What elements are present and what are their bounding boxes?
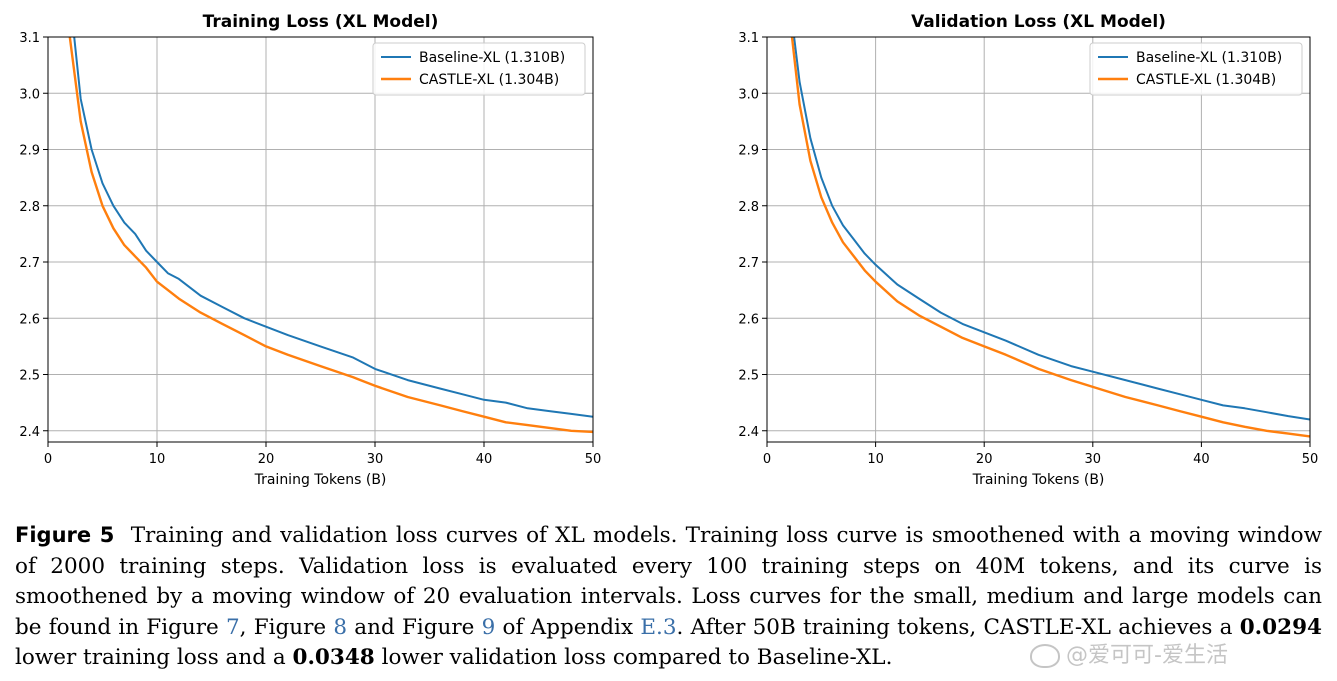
legend-box <box>1089 42 1303 96</box>
y-tick-label: 3.0 <box>738 87 759 102</box>
y-tick-label: 2.6 <box>19 312 40 327</box>
series-line-1 <box>68 37 593 434</box>
y-tick-label: 2.5 <box>19 369 40 384</box>
series-line-0 <box>73 37 593 418</box>
x-tick-label: 10 <box>867 452 884 467</box>
caption-sep-3: of Appendix <box>495 614 641 640</box>
x-tick-label: 20 <box>976 452 993 467</box>
caption-text-3: lower training loss and a <box>15 645 293 670</box>
training-loss-chart: 0 10 20 30 40 50 2.4 2.5 2.6 2.7 2.8 2.9 3.0 3.1 Train… <box>19 12 601 488</box>
caption-bold-training-delta: 0.0294 <box>1239 614 1323 640</box>
legend-label-0: Baseline-XL (1.310B) <box>419 50 565 66</box>
x-tick-label: 50 <box>585 452 602 467</box>
y-tick-label: 3.1 <box>738 31 759 46</box>
x-axis-label: Training Tokens (B) <box>972 472 1105 488</box>
caption-ref-fig7-prefix: Figure <box>146 614 226 640</box>
y-tick-label: 2.4 <box>738 425 759 440</box>
figure-caption: Figure 5 Training and validation loss cu… <box>15 520 1322 674</box>
validation-loss-chart: 0 10 20 30 40 50 2.4 2.5 2.6 2.7 2.8 2.9 3.0 3.1 Valid… <box>738 12 1318 488</box>
legend-label-0: Baseline-XL (1.310B) <box>1136 50 1282 66</box>
x-axis-label: Training Tokens (B) <box>254 472 387 488</box>
x-tick-label: 40 <box>476 452 493 467</box>
ref-figure-8-link[interactable]: 8 <box>333 614 348 640</box>
y-tick-label: 2.9 <box>19 144 40 159</box>
x-tick-label: 50 <box>1302 452 1319 467</box>
legend-label-1: CASTLE-XL (1.304B) <box>1136 72 1276 88</box>
y-tick-label: 2.7 <box>738 256 759 271</box>
caption-text-2: . After 50B training tokens, CASTLE-XL a… <box>676 614 1240 640</box>
caption-bold-validation-delta: 0.0348 <box>292 645 375 670</box>
plot-frame <box>766 36 1311 443</box>
y-tick-label: 2.6 <box>738 312 759 327</box>
y-tick-label: 2.4 <box>19 425 40 440</box>
caption-text-1: Training and validation loss curves of X… <box>15 523 1322 640</box>
chart-title: Training Loss (XL Model) <box>203 12 439 32</box>
y-tick-label: 2.5 <box>738 369 759 384</box>
x-tick-label: 30 <box>1085 452 1102 467</box>
chart-title: Validation Loss (XL Model) <box>911 12 1166 32</box>
ref-figure-7-link[interactable]: 7 <box>225 614 240 640</box>
series-line-0 <box>793 37 1310 421</box>
x-tick-label: 20 <box>258 452 275 467</box>
ref-figure-9-link[interactable]: 9 <box>481 614 496 640</box>
caption-text-4: lower validation loss compared to Baseli… <box>374 645 893 670</box>
y-tick-label: 2.8 <box>738 200 759 215</box>
charts-canvas: 0 10 20 30 40 50 2.4 2.5 2.6 2.7 2.8 2.9 3.0 3.1 Train… <box>19 12 1318 488</box>
legend-label-1: CASTLE-XL (1.304B) <box>419 72 559 88</box>
legend-box <box>372 42 586 96</box>
x-tick-label: 10 <box>149 452 166 467</box>
series-line-1 <box>790 37 1310 438</box>
x-tick-label: 0 <box>763 452 771 467</box>
ref-appendix-link[interactable]: E.3 <box>640 614 677 640</box>
caption-label: Figure 5 <box>15 523 115 547</box>
x-tick-label: 40 <box>1193 452 1210 467</box>
x-tick-label: 30 <box>367 452 384 467</box>
y-tick-label: 2.7 <box>19 256 40 271</box>
caption-sep-2: and Figure <box>347 614 482 640</box>
y-tick-label: 3.0 <box>19 87 40 102</box>
caption-sep-1: , Figure <box>239 614 334 640</box>
plot-frame <box>47 36 594 443</box>
y-tick-label: 3.1 <box>19 31 40 46</box>
y-tick-label: 2.9 <box>738 144 759 159</box>
x-tick-label: 0 <box>44 452 52 467</box>
y-tick-label: 2.8 <box>19 200 40 215</box>
